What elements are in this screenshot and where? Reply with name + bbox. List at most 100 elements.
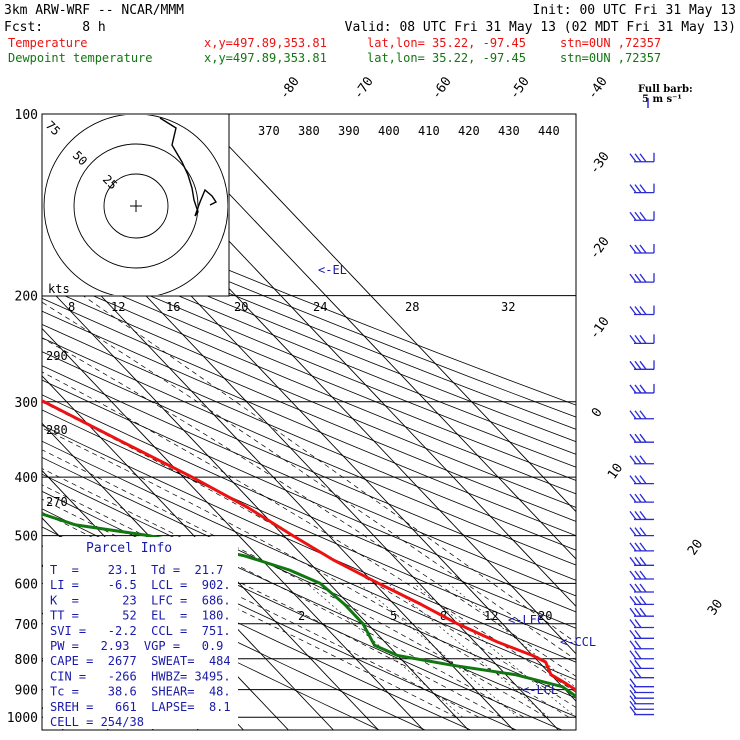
- hodograph-trace: [159, 117, 218, 217]
- dry-adiabat-line: [42, 213, 576, 430]
- wind-barb-feather: [629, 619, 637, 628]
- wind-barb-feather: [634, 306, 642, 315]
- isotherm-line: [0, 114, 18, 730]
- isotherm-line: [197, 114, 576, 513]
- wind-barb: [629, 595, 654, 606]
- wind-barb-feather: [639, 384, 647, 394]
- moist-adiabat-line: [42, 511, 457, 718]
- wind-barb-feather: [634, 153, 642, 163]
- wind-barb: [629, 542, 654, 552]
- wind-barb-feather: [634, 511, 642, 520]
- wind-barb: [629, 700, 654, 710]
- wind-barb-feather: [639, 583, 647, 593]
- wind-barb-feather: [639, 273, 647, 283]
- wind-barb-feather: [634, 244, 642, 254]
- parcel-info-row: CAPE = 2677 SWEAT= 484: [50, 654, 231, 668]
- dry-adiabat-line: [42, 337, 576, 566]
- wind-barb-feather: [634, 334, 642, 344]
- wind-barb-feather: [629, 607, 637, 617]
- wind-barb-feather: [634, 660, 642, 669]
- dry-adiabat-line: [42, 191, 576, 406]
- dry-adiabat-line: [42, 310, 576, 537]
- dry-adiabat-line: [42, 473, 576, 718]
- hodograph-axis-label: 24: [313, 300, 327, 314]
- wind-barb-feather: [639, 455, 647, 465]
- dry-adiabat-line: [42, 323, 576, 551]
- pressure-tick-label: 800: [15, 653, 38, 668]
- wind-barb-feather: [639, 360, 647, 370]
- temperature-legend: Temperature: [8, 36, 87, 50]
- isotherm-line: [42, 233, 514, 730]
- wind-barb: [629, 455, 654, 465]
- moist-adiabat-line: [82, 295, 576, 644]
- wind-barb: [629, 527, 654, 537]
- wind-barb-feather: [634, 493, 642, 503]
- wind-barb: [629, 410, 654, 420]
- wind-barb-feather: [639, 433, 647, 443]
- theta-e-label: 410: [418, 124, 440, 138]
- wind-barb: [629, 689, 654, 699]
- wind-barb-feather: [629, 583, 637, 593]
- mixing-ratio-label: 2: [298, 609, 305, 623]
- dry-adiabat-line: [42, 225, 576, 443]
- wind-barb: [629, 244, 655, 254]
- wind-barb-feather: [629, 184, 637, 194]
- wind-barb-feather: [639, 306, 647, 315]
- wind-barb-feather: [634, 650, 642, 660]
- wind-barb-feather: [629, 527, 637, 537]
- wind-barb-feather: [629, 455, 637, 465]
- wind-barb-feather: [639, 527, 647, 537]
- theta-e-label: 390: [338, 124, 360, 138]
- isotherm-label: 10: [605, 461, 626, 482]
- hodograph-axis-label: 8: [68, 300, 75, 314]
- wind-barb-feather: [634, 542, 642, 552]
- wind-barb-feather: [634, 583, 642, 593]
- hodograph-axis-label: 12: [111, 300, 125, 314]
- parcel-info-row: T = 23.1 Td = 21.7: [50, 563, 223, 577]
- wind-barb: [629, 706, 654, 716]
- parcel-info-row: TT = 52 EL = 180.: [50, 609, 231, 623]
- wind-barb: [629, 660, 654, 670]
- dry-adiabat-line: [42, 236, 576, 455]
- full-barb-label: Full barb:: [638, 84, 693, 95]
- parcel-level-label: <-EL: [318, 263, 347, 277]
- isotherm-label: 20: [685, 537, 706, 558]
- wind-barb: [629, 433, 654, 443]
- wind-barb-feather: [629, 556, 637, 566]
- pressure-tick-label: 200: [15, 290, 38, 305]
- theta-e-label: 440: [538, 124, 560, 138]
- wind-barb-feather: [629, 684, 637, 693]
- temperature-latlon: lat,lon= 35.22, -97.45: [367, 36, 526, 50]
- mixing-ratio-label: 12: [484, 609, 498, 623]
- parcel-info-row: CIN = -266 HWBZ= 3495.: [50, 669, 231, 683]
- wind-barb: [629, 629, 654, 639]
- wind-barb-feather: [634, 184, 642, 194]
- isotherm-label: -30: [587, 149, 613, 177]
- wind-barb-feather: [629, 640, 637, 650]
- parcel-info-title: Parcel Info: [86, 541, 172, 556]
- wind-barb: [629, 556, 654, 566]
- wind-barb: [629, 360, 655, 370]
- wind-barb-feather: [639, 334, 647, 344]
- isotherm-line: [152, 114, 576, 560]
- parcel-level-label: <-LCL: [522, 683, 558, 697]
- isotherm-label: 0: [589, 405, 606, 420]
- wind-barb-feather: [634, 455, 642, 465]
- wind-barb: [629, 650, 654, 660]
- wind-barb: [629, 211, 655, 221]
- wind-barb-feather: [639, 475, 647, 485]
- hodograph-axis-label: 20: [234, 300, 248, 314]
- dry-adiabat-line: [42, 351, 576, 581]
- wind-barb-feather: [639, 570, 647, 580]
- wind-barb-feather: [629, 689, 637, 699]
- dry-adiabat-line: [42, 297, 576, 522]
- theta-e-label: 430: [498, 124, 520, 138]
- dewpoint-latlon: lat,lon= 35.22, -97.45: [367, 51, 526, 65]
- wind-barb-feather: [629, 695, 637, 705]
- wind-barb-feather: [639, 184, 647, 194]
- parcel-info-background: [43, 537, 238, 729]
- wind-barb-feather: [639, 493, 647, 503]
- moist-adiabat-line: [42, 468, 524, 718]
- wind-barb-feather: [639, 211, 647, 221]
- theta-e-label: 380: [298, 124, 320, 138]
